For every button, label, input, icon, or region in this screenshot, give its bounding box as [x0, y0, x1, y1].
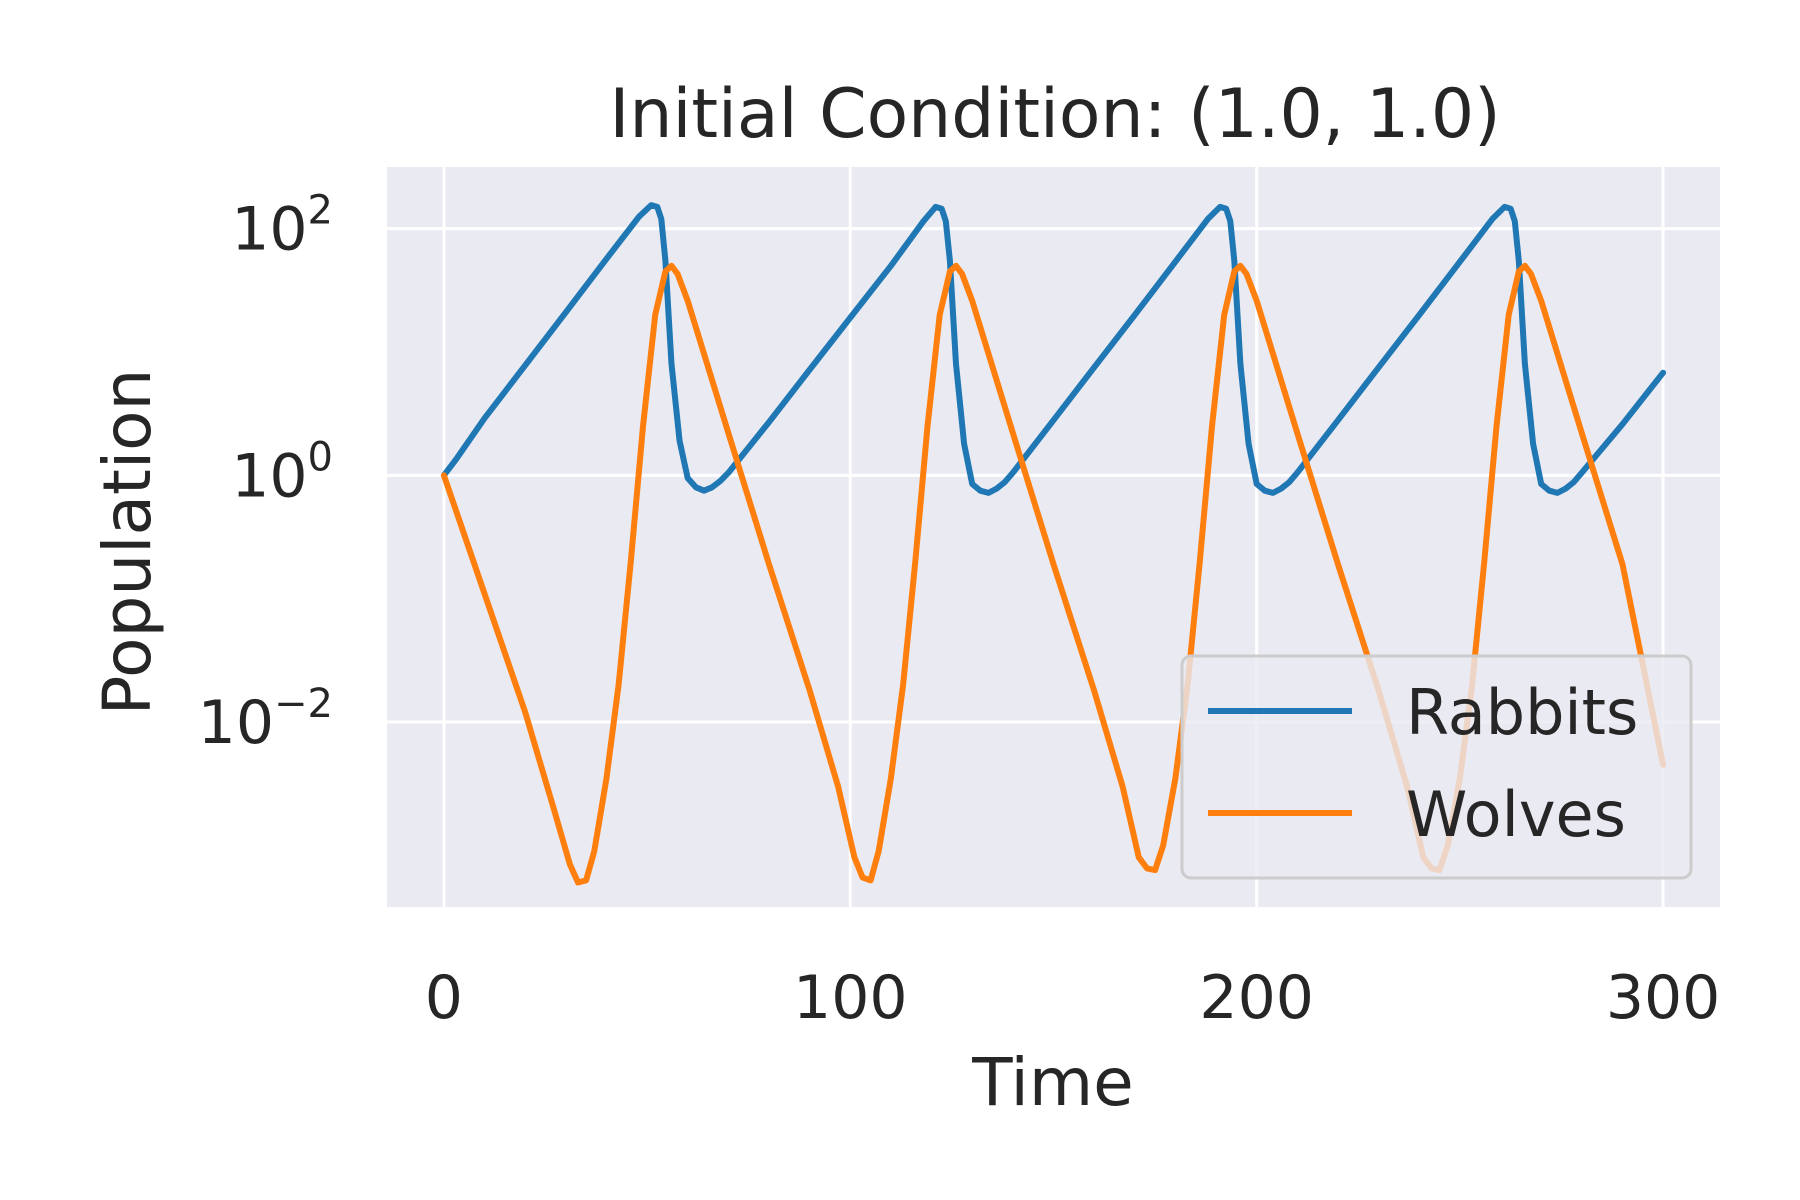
x-tick-label: 100	[793, 963, 908, 1033]
x-tick-labels: 0 100 200 300	[425, 963, 1721, 1033]
x-axis-label: Time	[971, 1044, 1134, 1121]
series-line-rabbits	[440, 202, 1667, 496]
y-tick-label: 10−2	[198, 681, 333, 758]
y-tick-label: 102	[231, 188, 333, 265]
grid	[387, 167, 1720, 907]
legend-label-wolves: Wolves	[1406, 778, 1626, 851]
y-tick-labels: 10−2 100 102	[198, 188, 333, 758]
y-tick-label: 100	[231, 434, 333, 511]
chart-title: Initial Condition: (1.0, 1.0)	[609, 75, 1500, 154]
legend: Rabbits Wolves	[1180, 654, 1693, 880]
x-tick-label: 200	[1199, 963, 1314, 1033]
y-axis-label: Population	[89, 369, 166, 716]
x-tick-label: 0	[425, 963, 463, 1033]
legend-label-rabbits: Rabbits	[1406, 676, 1638, 749]
x-tick-label: 300	[1606, 963, 1721, 1033]
